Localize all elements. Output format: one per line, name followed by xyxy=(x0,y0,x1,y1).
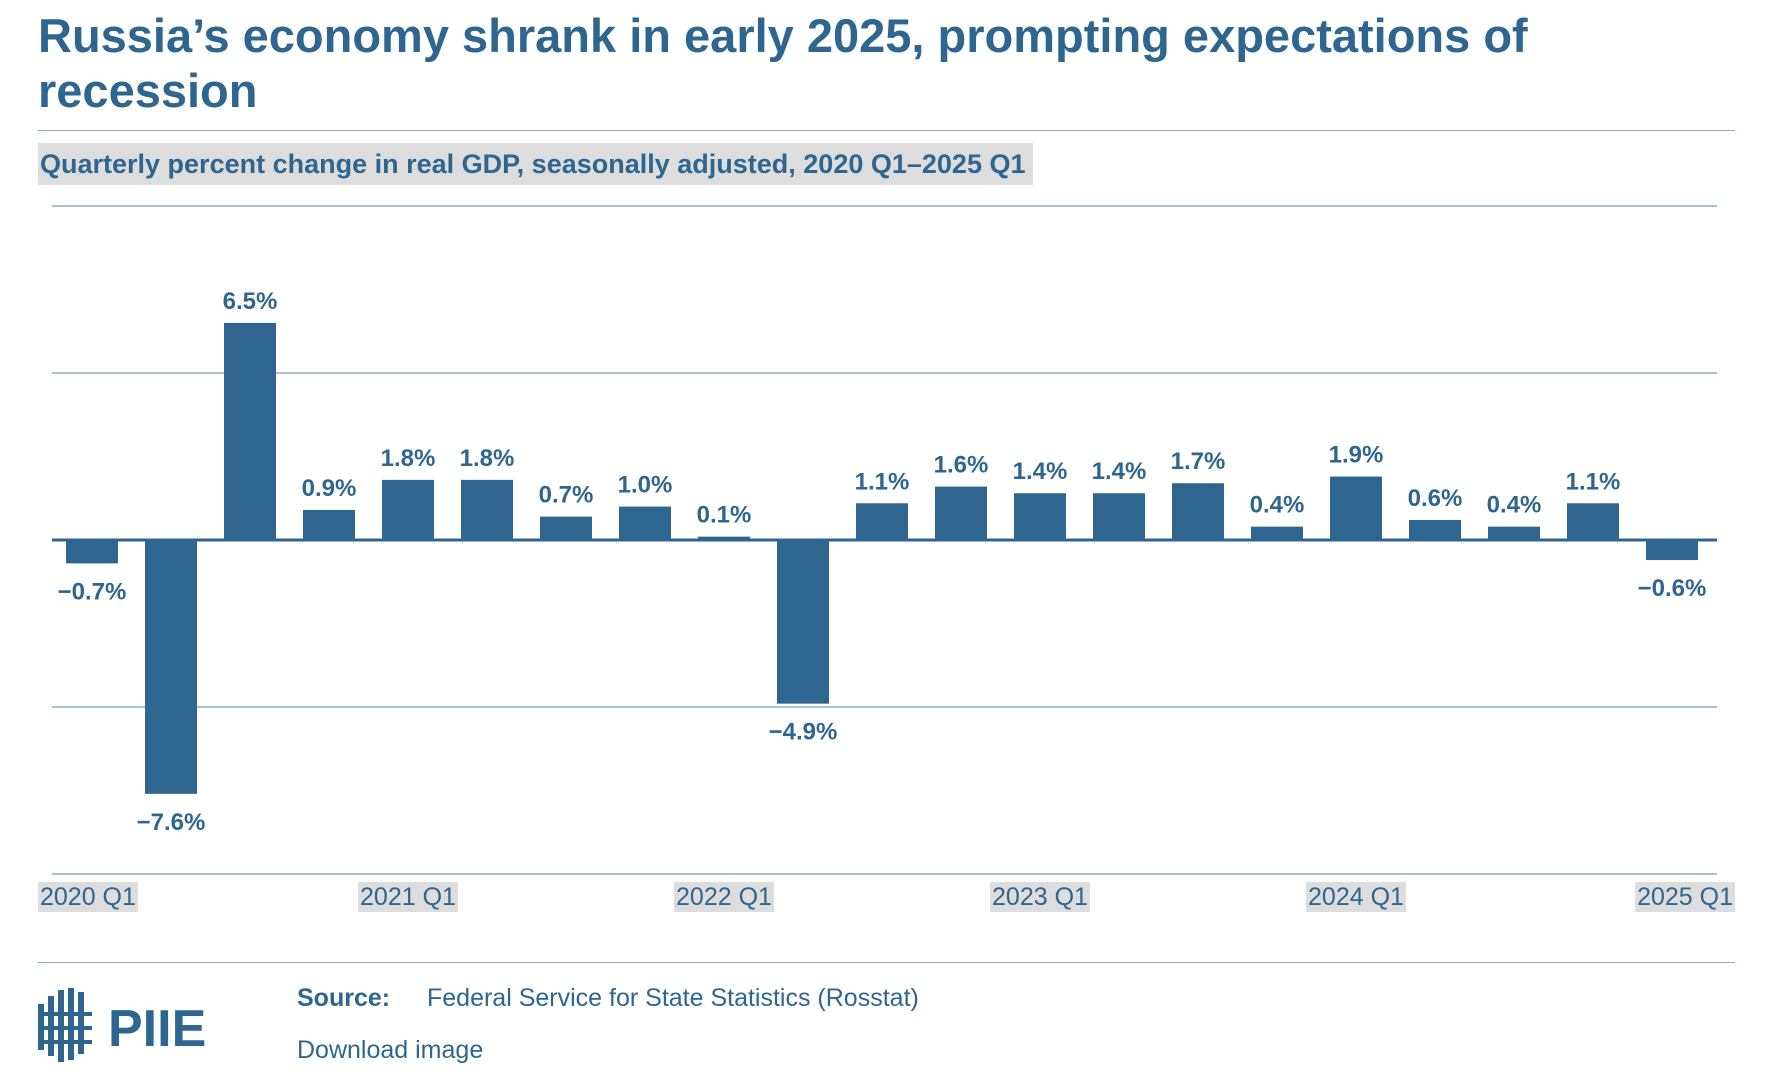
x-tick-label: 2023 Q1 xyxy=(992,883,1088,911)
footer-divider xyxy=(38,962,1735,963)
bar xyxy=(1172,483,1224,540)
x-tick-label-bg xyxy=(358,882,458,912)
x-tick-label: 2024 Q1 xyxy=(1308,883,1404,911)
data-label: 1.4% xyxy=(1013,458,1068,485)
bar xyxy=(1014,493,1066,540)
x-tick-label-bg xyxy=(1306,882,1406,912)
data-label: 1.9% xyxy=(1329,442,1384,469)
data-label: 1.8% xyxy=(460,445,515,472)
data-label: 1.4% xyxy=(1092,458,1147,485)
data-label: −0.6% xyxy=(1638,575,1707,602)
chart-title: Russia’s economy shrank in early 2025, p… xyxy=(38,9,1528,117)
bar xyxy=(224,322,276,540)
source-text: Federal Service for State Statistics (Ro… xyxy=(427,984,919,1012)
bar xyxy=(777,540,829,704)
x-tick-label: 2020 Q1 xyxy=(40,883,136,911)
download-image-link[interactable]: Download image xyxy=(297,1036,484,1064)
bar xyxy=(1488,526,1540,540)
x-tick-label: 2025 Q1 xyxy=(1637,883,1733,911)
bar xyxy=(382,479,434,540)
data-label: 0.4% xyxy=(1250,492,1305,519)
data-label: 1.8% xyxy=(381,445,436,472)
data-label: −7.6% xyxy=(137,809,206,836)
bar xyxy=(66,540,118,564)
chart-subtitle: Quarterly percent change in real GDP, se… xyxy=(38,143,1034,185)
bar xyxy=(1409,519,1461,540)
bar xyxy=(935,486,987,540)
bar xyxy=(1330,476,1382,540)
data-label: 0.4% xyxy=(1487,492,1542,519)
data-label: 0.7% xyxy=(539,482,594,509)
bar xyxy=(698,536,750,540)
title-divider xyxy=(38,130,1735,131)
x-tick-label-bg xyxy=(674,882,774,912)
data-label: 1.7% xyxy=(1171,448,1226,475)
bar xyxy=(1646,540,1698,561)
data-label: −0.7% xyxy=(58,578,127,605)
data-label: 0.9% xyxy=(302,475,357,502)
x-tick-label-bg xyxy=(990,882,1090,912)
data-label: −4.9% xyxy=(769,719,838,746)
bar xyxy=(619,506,671,540)
bar xyxy=(461,479,513,540)
bar xyxy=(540,516,592,540)
bar xyxy=(856,503,908,540)
gdp-bar-chart: −0.7% −7.6% 6.5% 0.9% 1.8% 1.8% 0.7% 1.0% 0.1% −4… xyxy=(38,205,1735,912)
data-label: 1.0% xyxy=(618,472,673,499)
source-label: Source: xyxy=(297,984,391,1012)
x-tick-label-bg xyxy=(38,882,138,912)
bar xyxy=(1251,526,1303,540)
data-label: 0.6% xyxy=(1408,485,1463,512)
bar xyxy=(1093,493,1145,540)
x-tick-label-bg xyxy=(1635,882,1735,912)
data-label: 1.1% xyxy=(855,468,910,495)
bar xyxy=(303,509,355,540)
piie-logo-mark-icon xyxy=(38,988,92,1062)
data-label: 1.1% xyxy=(1566,468,1621,495)
x-tick-label: 2022 Q1 xyxy=(676,883,772,911)
x-tick-label: 2021 Q1 xyxy=(360,883,456,911)
piie-logo: PIIE xyxy=(38,988,206,1062)
bar xyxy=(1567,503,1619,540)
piie-logo-text: PIIE xyxy=(108,1000,206,1058)
bar xyxy=(145,540,197,794)
data-label: 1.6% xyxy=(934,452,989,479)
data-label: 6.5% xyxy=(223,288,278,315)
data-label: 0.1% xyxy=(697,502,752,529)
